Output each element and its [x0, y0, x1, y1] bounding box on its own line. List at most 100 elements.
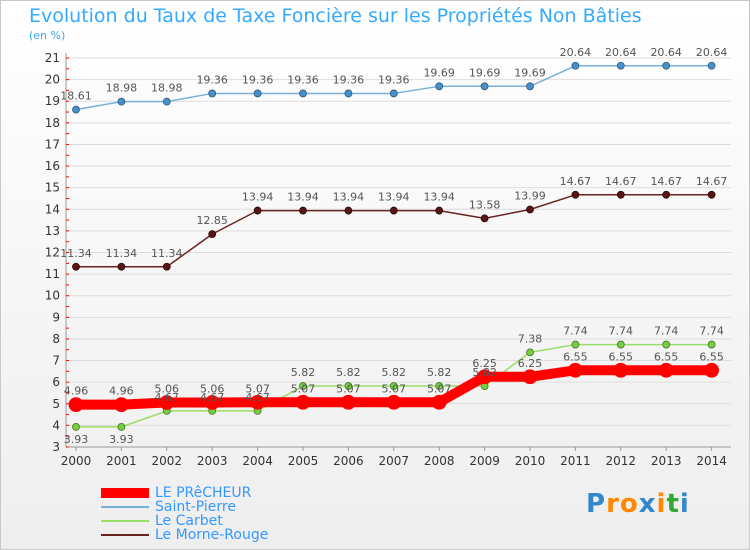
data-point — [571, 190, 580, 199]
data-point — [522, 369, 538, 385]
data-label: 19.36 — [196, 73, 228, 86]
x-tick-label: 2010 — [515, 454, 546, 468]
data-label: 5.06 — [155, 382, 180, 395]
data-point — [204, 395, 220, 410]
data-label: 4.96 — [64, 385, 89, 398]
chart-title: Evolution du Taux de Taxe Foncière sur l… — [29, 5, 642, 27]
data-label: 5.07 — [382, 382, 407, 395]
data-label: 6.25 — [518, 357, 543, 370]
data-label: 13.94 — [378, 191, 410, 204]
legend-item: Le Morne-Rouge — [101, 528, 268, 542]
data-point — [571, 61, 580, 70]
data-label: 5.06 — [200, 382, 225, 395]
data-point — [616, 61, 625, 70]
data-point — [662, 61, 671, 70]
data-label: 3.93 — [64, 433, 89, 446]
x-tick-label: 2007 — [379, 454, 410, 468]
data-point — [114, 397, 129, 413]
data-label: 20.64 — [560, 46, 592, 59]
y-tick-label: 15 — [45, 181, 60, 195]
data-label: 13.58 — [469, 198, 501, 211]
data-point — [117, 262, 126, 271]
data-point — [480, 82, 489, 91]
legend-label: Saint-Pierre — [155, 499, 236, 515]
legend-swatch — [101, 488, 149, 498]
data-label: 7.74 — [699, 325, 724, 338]
data-point — [208, 89, 217, 98]
legend-item: LE PRêCHEUR — [101, 486, 268, 500]
data-label: 5.07 — [245, 382, 270, 395]
data-point — [117, 97, 126, 106]
data-point — [526, 205, 534, 214]
data-point — [389, 206, 398, 215]
data-label: 19.36 — [287, 73, 319, 86]
data-label: 4.67 — [200, 391, 225, 404]
data-label: 18.98 — [106, 82, 138, 95]
data-label: 20.64 — [605, 46, 637, 59]
data-label: 5.07 — [427, 382, 452, 395]
legend: LE PRêCHEUR Saint-Pierre Le Carbet Le Morne… — [101, 486, 268, 542]
data-point — [526, 82, 534, 91]
legend-item: Le Carbet — [101, 514, 268, 528]
data-point — [707, 61, 716, 70]
y-tick-label: 14 — [45, 202, 60, 216]
data-point — [435, 82, 444, 91]
data-point — [707, 340, 716, 349]
y-tick-label: 21 — [45, 51, 60, 65]
x-tick-label: 2009 — [469, 454, 500, 468]
unit-label: (en %) — [29, 29, 66, 42]
data-label: 5.07 — [336, 382, 361, 395]
data-label: 18.98 — [151, 82, 183, 95]
data-point — [340, 394, 356, 410]
data-label: 13.94 — [423, 191, 455, 204]
legend-label: Le Carbet — [155, 513, 223, 529]
data-point — [526, 348, 534, 357]
y-tick-label: 12 — [45, 246, 60, 260]
x-tick-label: 2006 — [333, 454, 364, 468]
data-label: 20.64 — [696, 46, 728, 59]
data-label: 4.96 — [109, 385, 134, 398]
data-label: 5.82 — [427, 366, 452, 379]
data-label: 6.55 — [654, 350, 679, 363]
data-label: 7.74 — [563, 325, 588, 338]
data-point — [568, 362, 583, 378]
data-point — [616, 190, 625, 199]
data-point — [571, 340, 580, 349]
x-tick-label: 2011 — [560, 454, 591, 468]
y-tick-label: 10 — [45, 289, 60, 303]
data-label: 6.55 — [699, 350, 724, 363]
data-label: 11.34 — [151, 247, 183, 260]
data-label: 7.74 — [609, 325, 634, 338]
data-point — [162, 97, 171, 106]
legend-swatch — [101, 506, 149, 508]
legend-item: Saint-Pierre — [101, 500, 268, 514]
data-label: 13.94 — [242, 191, 274, 204]
data-point — [72, 262, 80, 271]
y-tick-label: 16 — [45, 159, 60, 173]
y-tick-label: 7 — [52, 354, 60, 368]
data-label: 3.93 — [109, 433, 134, 446]
data-label: 19.69 — [514, 66, 546, 79]
data-label: 6.25 — [472, 357, 497, 370]
x-tick-label: 2002 — [152, 454, 183, 468]
data-label: 7.74 — [654, 325, 679, 338]
proxiti-logo: Proxiti — [586, 489, 690, 519]
data-point — [208, 230, 217, 239]
y-tick-label: 17 — [45, 137, 60, 151]
data-label: 5.82 — [291, 366, 316, 379]
data-point — [72, 423, 80, 431]
data-point — [299, 89, 307, 98]
data-point — [658, 362, 674, 378]
legend-label: LE PRêCHEUR — [155, 485, 252, 501]
data-point — [253, 89, 262, 98]
data-label: 5.82 — [472, 366, 497, 379]
data-label: 11.34 — [106, 247, 138, 260]
x-tick-label: 2000 — [61, 454, 92, 468]
y-tick-label: 18 — [45, 116, 60, 130]
x-tick-label: 2005 — [288, 454, 319, 468]
data-point — [389, 89, 398, 98]
data-label: 13.94 — [287, 191, 319, 204]
y-tick-label: 9 — [52, 310, 60, 324]
data-label: 19.69 — [469, 66, 501, 79]
